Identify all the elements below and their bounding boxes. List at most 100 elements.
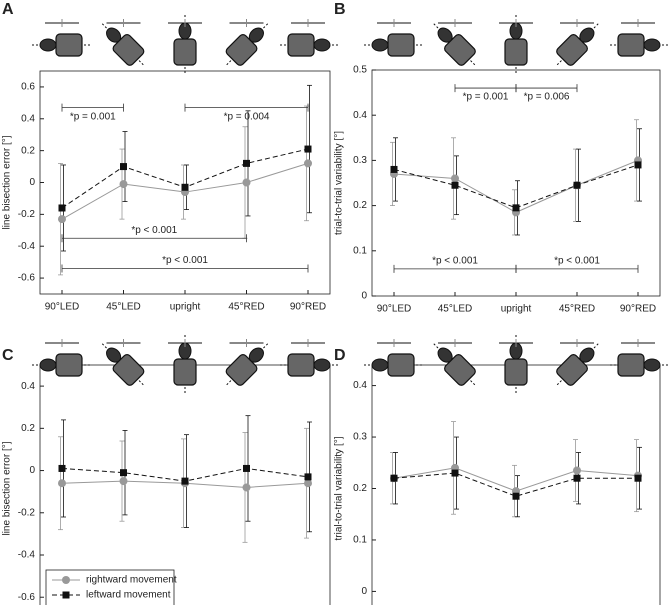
y-tick-label: -0.2: [18, 209, 36, 220]
axes-box: [371, 364, 661, 605]
marker: [58, 464, 66, 472]
legend-label: rightward movement: [86, 575, 177, 586]
legend-marker: [62, 576, 70, 584]
marker: [120, 163, 127, 171]
line-indicator: [168, 19, 202, 27]
y-tick-label: 0: [29, 177, 35, 188]
x-tick-label: 90°LED: [377, 304, 412, 315]
x-tick-label: 45°LED: [438, 304, 473, 315]
y-tick-label: 0: [361, 291, 367, 302]
marker: [58, 215, 66, 224]
x-tick-label: 90°LED: [45, 302, 80, 313]
marker: [58, 479, 66, 488]
y-tick-label: 0.6: [21, 82, 35, 93]
annotation: *p = 0.001: [463, 92, 509, 103]
line-indicator: [45, 19, 79, 27]
y-tick-label: 0.4: [353, 380, 367, 391]
marker: [119, 477, 128, 486]
legend-box: [45, 569, 175, 605]
y-tick-label: -0.2: [18, 507, 36, 518]
line-indicator: [45, 339, 79, 347]
marker: [304, 145, 312, 153]
line-indicator: [621, 19, 655, 27]
posture-icon: [224, 343, 269, 387]
posture-icon: [173, 335, 197, 395]
legend-marker: [62, 591, 70, 599]
y-tick-label: 0.4: [353, 110, 367, 121]
y-tick-label: 0.4: [21, 113, 35, 124]
line-indicator: [377, 19, 411, 27]
marker: [634, 474, 642, 482]
annotation: *p = 0.001: [70, 111, 116, 122]
y-tick-label: 0: [29, 465, 35, 476]
annotation: *p < 0.001: [131, 225, 177, 236]
marker: [573, 181, 581, 189]
y-tick-label: -0.6: [18, 592, 36, 603]
line-indicator: [291, 339, 325, 347]
line-indicator: [377, 339, 411, 347]
posture-icon: [555, 343, 599, 387]
x-tick-label: 45°RED: [228, 302, 264, 313]
x-tick-label: 90°RED: [290, 302, 326, 313]
marker: [243, 464, 250, 472]
y-tick-label: -0.4: [18, 550, 36, 561]
posture-icon: [32, 33, 92, 57]
panel-label: D: [334, 347, 346, 364]
marker: [58, 204, 66, 212]
marker: [573, 474, 581, 482]
marker: [451, 174, 459, 183]
axes-box: [371, 69, 661, 297]
line-indicator: [229, 339, 264, 347]
line-indicator: [560, 339, 594, 347]
marker: [304, 473, 312, 481]
y-tick-label: 0.1: [353, 245, 367, 256]
marker: [390, 474, 398, 482]
y-axis-label: trial-to-trial variability [°]: [334, 436, 345, 540]
x-tick-label: 90°RED: [620, 304, 656, 315]
posture-icon: [364, 353, 424, 377]
line-indicator: [621, 339, 655, 347]
y-axis-label: line bisection error [°]: [2, 441, 13, 535]
y-tick-label: 0.3: [353, 432, 367, 443]
marker: [304, 479, 312, 488]
marker: [242, 483, 251, 492]
y-tick-label: -0.4: [18, 241, 36, 252]
y-tick-label: 0.2: [353, 483, 367, 494]
line-indicator: [106, 19, 141, 27]
line-indicator: [438, 19, 472, 27]
line-indicator: [291, 19, 325, 27]
y-tick-label: 0.2: [353, 200, 367, 211]
posture-icon: [364, 33, 424, 57]
marker: [451, 469, 459, 477]
y-tick-label: 0.4: [21, 381, 35, 392]
x-tick-label: upright: [170, 302, 201, 313]
y-tick-label: 0.3: [353, 155, 367, 166]
posture-icon: [433, 343, 477, 387]
annotation: *p < 0.001: [162, 255, 208, 266]
line-indicator: [499, 19, 533, 27]
x-tick-label: upright: [501, 304, 532, 315]
posture-icon: [101, 23, 146, 67]
marker: [181, 183, 189, 191]
posture-icon: [224, 23, 269, 67]
posture-icon: [173, 15, 197, 75]
marker: [242, 178, 251, 187]
series-line: [393, 164, 639, 209]
series-line: [61, 148, 309, 209]
line-indicator: [229, 19, 264, 27]
y-tick-label: 0.2: [21, 423, 35, 434]
y-tick-label: 0.1: [353, 535, 367, 546]
panel-label: A: [2, 1, 14, 18]
y-tick-label: 0: [361, 586, 367, 597]
line-indicator: [560, 19, 594, 27]
legend-label: leftward movement: [86, 590, 171, 601]
line-indicator: [168, 339, 202, 347]
posture-icon: [555, 23, 599, 67]
y-tick-label: 0.2: [21, 145, 35, 156]
y-tick-label: 0.5: [353, 65, 367, 76]
posture-icon: [278, 353, 338, 377]
posture-icon: [101, 343, 146, 387]
line-indicator: [499, 339, 533, 347]
marker: [243, 159, 250, 167]
